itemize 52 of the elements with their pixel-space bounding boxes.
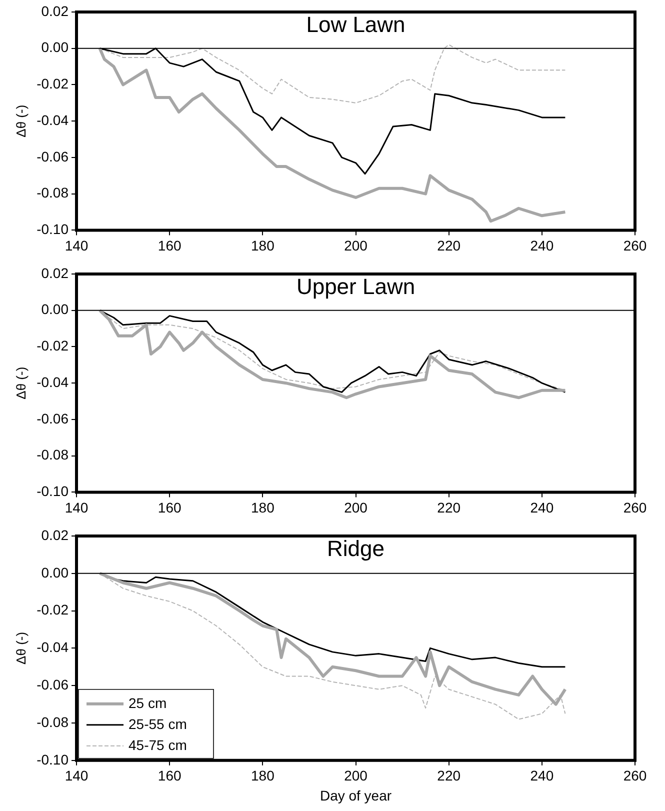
x-tick-label: 180 bbox=[250, 768, 275, 784]
y-tick-label: -0.02 bbox=[36, 602, 69, 618]
y-tick-label: 0.02 bbox=[41, 526, 69, 543]
y-tick-label: -0.10 bbox=[36, 751, 69, 768]
y-axis-title: Δθ (-) bbox=[13, 104, 28, 138]
y-tick-label: -0.06 bbox=[36, 410, 69, 426]
y-tick-label: -0.06 bbox=[36, 676, 69, 692]
y-tick-label: -0.02 bbox=[36, 338, 69, 354]
y-tick-label: 0.00 bbox=[41, 301, 69, 318]
y-tick-label: -0.08 bbox=[36, 714, 69, 730]
x-tick-label: 180 bbox=[250, 499, 275, 516]
x-tick-label: 220 bbox=[437, 237, 461, 254]
y-tick-label: -0.04 bbox=[36, 374, 69, 390]
x-tick-label: 140 bbox=[64, 237, 88, 254]
x-tick-label: 220 bbox=[437, 499, 461, 516]
x-tick-label: 240 bbox=[530, 237, 554, 254]
y-axis-title: Δθ (-) bbox=[13, 632, 28, 664]
y-tick-label: -0.04 bbox=[36, 639, 69, 656]
y-axis-title: Δθ (-) bbox=[13, 366, 28, 400]
x-tick-label: 200 bbox=[344, 768, 368, 784]
x-tick-label: 200 bbox=[344, 499, 368, 516]
legend-label: 25 cm bbox=[128, 694, 167, 711]
legend-label: 25-55 cm bbox=[128, 716, 187, 732]
y-tick-label: -0.02 bbox=[36, 76, 69, 92]
y-tick-label: 0.02 bbox=[41, 264, 69, 281]
x-tick-label: 140 bbox=[64, 768, 88, 784]
y-tick-label: -0.08 bbox=[36, 446, 69, 463]
legend-label: 45-75 cm bbox=[128, 736, 187, 753]
x-tick-label: 140 bbox=[64, 499, 88, 516]
x-tick-label: 160 bbox=[158, 237, 182, 254]
x-tick-label: 180 bbox=[250, 237, 275, 254]
x-tick-label: 240 bbox=[530, 499, 554, 516]
x-tick-label: 260 bbox=[623, 499, 647, 516]
x-tick-label: 160 bbox=[158, 768, 182, 784]
chart-title: Upper Lawn bbox=[296, 274, 416, 300]
chart-title: Low Lawn bbox=[306, 12, 406, 38]
x-tick-label: 260 bbox=[623, 768, 647, 784]
x-tick-label: 260 bbox=[623, 237, 647, 254]
x-tick-label: 200 bbox=[344, 237, 368, 254]
y-tick-label: 0.00 bbox=[41, 39, 69, 56]
x-axis-title: Day of year bbox=[320, 787, 392, 804]
y-tick-label: -0.06 bbox=[36, 148, 69, 164]
y-tick-label: 0.00 bbox=[41, 564, 69, 580]
y-tick-label: -0.10 bbox=[36, 221, 69, 238]
x-tick-label: 240 bbox=[530, 768, 554, 784]
x-tick-label: 220 bbox=[437, 768, 461, 784]
x-tick-label: 160 bbox=[158, 499, 182, 516]
chart-title: Ridge bbox=[327, 536, 384, 562]
y-tick-label: 0.02 bbox=[41, 2, 69, 19]
y-tick-label: -0.10 bbox=[36, 483, 69, 500]
y-tick-label: -0.08 bbox=[36, 184, 69, 201]
y-tick-label: -0.04 bbox=[36, 112, 69, 128]
